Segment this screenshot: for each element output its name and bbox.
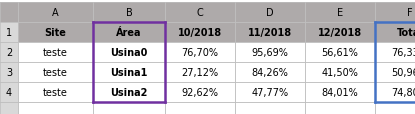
Text: 50,96%: 50,96%: [392, 67, 415, 77]
Text: 95,69%: 95,69%: [251, 48, 288, 57]
Bar: [18, 3, 93, 23]
Bar: [93, 62, 165, 82]
Bar: [235, 23, 305, 43]
Text: teste: teste: [43, 87, 68, 97]
Text: Total: Total: [397, 28, 415, 38]
Bar: [93, 3, 165, 23]
Text: 47,77%: 47,77%: [251, 87, 288, 97]
Text: 76,33%: 76,33%: [392, 48, 415, 57]
Bar: [235, 3, 305, 23]
Text: 41,50%: 41,50%: [322, 67, 359, 77]
Bar: [18, 102, 93, 114]
Bar: [305, 23, 375, 43]
Text: 56,61%: 56,61%: [322, 48, 359, 57]
Text: 1: 1: [6, 28, 12, 38]
Text: Área: Área: [116, 28, 142, 38]
Bar: [375, 43, 415, 62]
Bar: [305, 43, 375, 62]
Bar: [235, 43, 305, 62]
Bar: [305, 3, 375, 23]
Bar: [305, 62, 375, 82]
Bar: [235, 102, 305, 114]
Bar: [375, 3, 415, 23]
Bar: [235, 82, 305, 102]
Text: 74,80%: 74,80%: [392, 87, 415, 97]
Bar: [0, 62, 18, 82]
Bar: [93, 102, 165, 114]
Text: A: A: [52, 8, 59, 18]
Text: 2: 2: [6, 48, 12, 57]
Text: Usina1: Usina1: [110, 67, 148, 77]
Text: 92,62%: 92,62%: [181, 87, 219, 97]
Bar: [93, 82, 165, 102]
Text: teste: teste: [43, 48, 68, 57]
Bar: [0, 3, 18, 23]
Text: Usina0: Usina0: [110, 48, 148, 57]
Bar: [165, 23, 235, 43]
Bar: [0, 23, 18, 43]
Bar: [18, 23, 93, 43]
Bar: [305, 102, 375, 114]
Text: F: F: [407, 8, 413, 18]
Text: 84,26%: 84,26%: [251, 67, 288, 77]
Bar: [375, 82, 415, 102]
Text: 3: 3: [6, 67, 12, 77]
Text: E: E: [337, 8, 343, 18]
Bar: [18, 43, 93, 62]
Text: 76,70%: 76,70%: [181, 48, 219, 57]
Bar: [235, 62, 305, 82]
Bar: [165, 62, 235, 82]
Bar: [305, 82, 375, 102]
Bar: [18, 82, 93, 102]
Bar: [0, 43, 18, 62]
Text: 27,12%: 27,12%: [181, 67, 219, 77]
Text: 84,01%: 84,01%: [322, 87, 359, 97]
Bar: [93, 43, 165, 62]
Bar: [0, 82, 18, 102]
Bar: [165, 3, 235, 23]
Bar: [165, 82, 235, 102]
Text: 4: 4: [6, 87, 12, 97]
Bar: [0, 102, 18, 114]
Bar: [165, 43, 235, 62]
Bar: [18, 62, 93, 82]
Bar: [93, 23, 165, 43]
Text: teste: teste: [43, 67, 68, 77]
Text: 11/2018: 11/2018: [248, 28, 292, 38]
Text: C: C: [197, 8, 203, 18]
Text: Usina2: Usina2: [110, 87, 148, 97]
Text: 10/2018: 10/2018: [178, 28, 222, 38]
Text: B: B: [126, 8, 132, 18]
Text: D: D: [266, 8, 274, 18]
Bar: [375, 23, 415, 43]
Text: 12/2018: 12/2018: [318, 28, 362, 38]
Bar: [165, 102, 235, 114]
Bar: [375, 102, 415, 114]
Bar: [375, 62, 415, 82]
Text: Site: Site: [44, 28, 66, 38]
